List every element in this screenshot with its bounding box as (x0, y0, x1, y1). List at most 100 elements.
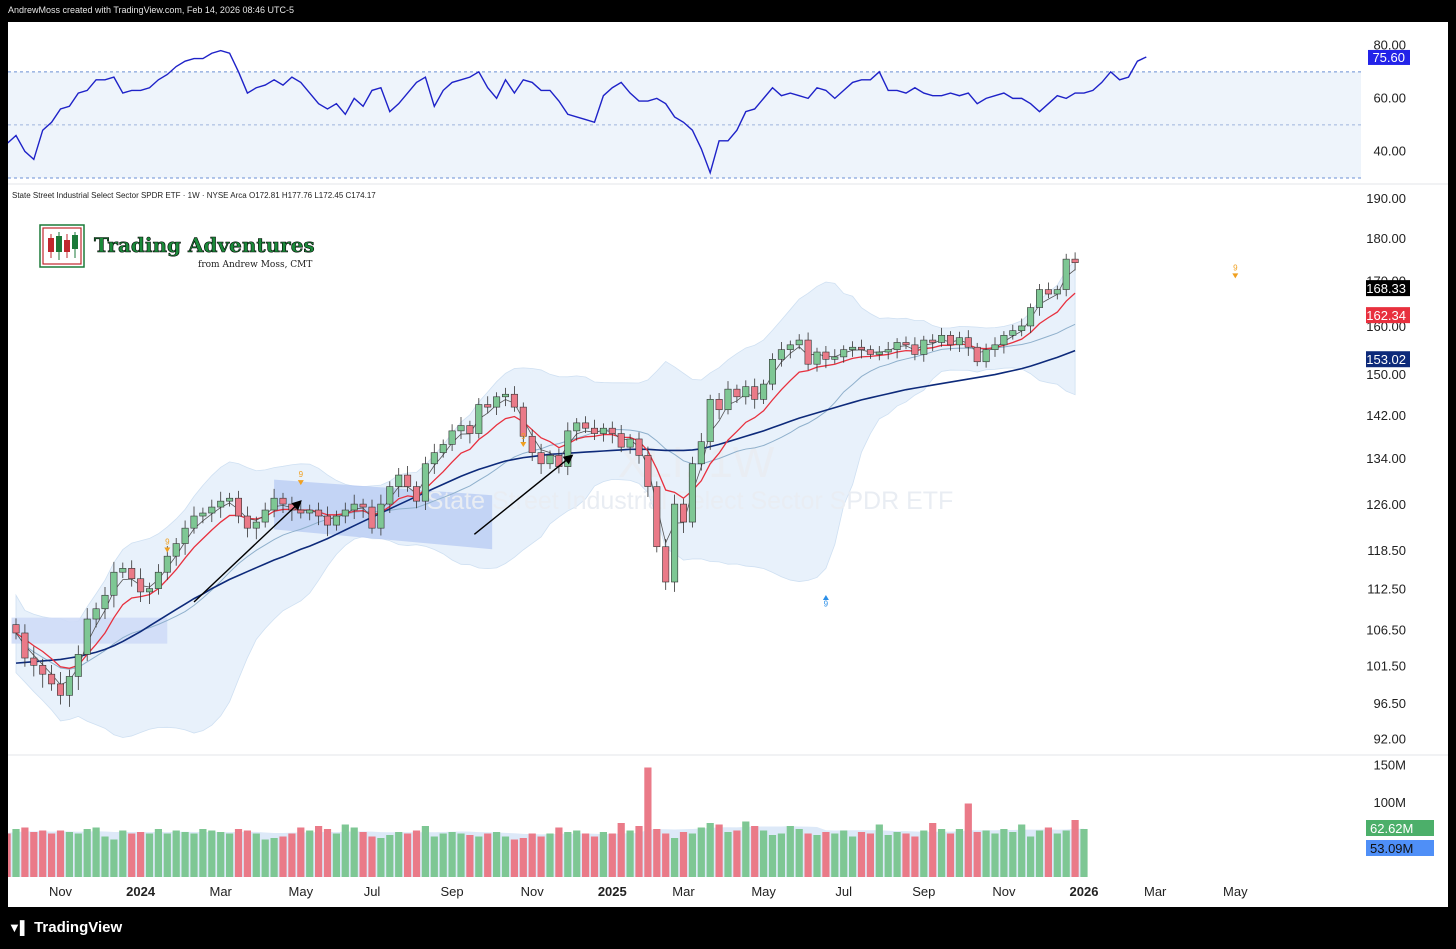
candle[interactable] (742, 380, 750, 405)
candle[interactable] (706, 394, 714, 450)
candle[interactable] (39, 658, 47, 688)
candle[interactable] (65, 669, 73, 707)
candle[interactable] (386, 481, 394, 514)
time-axis[interactable]: SepNov2024MarMayJulSepNov2025MarMayJulSe… (8, 884, 1248, 899)
candle[interactable] (1000, 331, 1008, 354)
candle[interactable] (315, 502, 323, 526)
candle[interactable] (404, 466, 412, 492)
candle[interactable] (457, 417, 465, 439)
candle[interactable] (448, 424, 456, 451)
candle[interactable] (306, 504, 314, 521)
candle[interactable] (279, 492, 287, 514)
candle[interactable] (644, 446, 652, 498)
candle[interactable] (421, 456, 429, 511)
candle[interactable] (270, 488, 278, 518)
candle[interactable] (235, 490, 243, 524)
candle[interactable] (911, 337, 919, 361)
candle[interactable] (252, 516, 260, 540)
candle[interactable] (83, 608, 91, 661)
candle[interactable] (208, 499, 216, 523)
price-pane[interactable]: XLI, 1W State Street Industrial Select S… (11, 191, 1410, 747)
candle[interactable] (688, 456, 696, 528)
candle[interactable] (1053, 285, 1061, 300)
candle[interactable] (938, 327, 946, 347)
candle[interactable] (377, 494, 385, 536)
candle[interactable] (626, 434, 634, 454)
candle[interactable] (172, 537, 180, 566)
candle[interactable] (493, 392, 501, 415)
candle[interactable] (323, 506, 331, 537)
candle[interactable] (964, 330, 972, 356)
candle[interactable] (590, 419, 598, 441)
candle[interactable] (332, 510, 340, 531)
candle[interactable] (110, 561, 118, 608)
candle[interactable] (519, 402, 527, 443)
candle[interactable] (466, 420, 474, 444)
candle[interactable] (573, 418, 581, 441)
candle[interactable] (101, 586, 109, 620)
candle[interactable] (1027, 303, 1035, 333)
candle[interactable] (946, 331, 954, 351)
candle[interactable] (190, 506, 198, 534)
candle[interactable] (1071, 252, 1079, 271)
candle[interactable] (768, 353, 776, 391)
candle[interactable] (786, 340, 794, 359)
candle[interactable] (30, 646, 38, 677)
candle[interactable] (74, 645, 82, 690)
candle[interactable] (475, 398, 483, 439)
candle[interactable] (146, 582, 154, 605)
candle[interactable] (804, 332, 812, 371)
candle[interactable] (368, 499, 376, 534)
candle[interactable] (430, 443, 438, 474)
candle[interactable] (991, 337, 999, 357)
candle[interactable] (751, 378, 759, 409)
candle[interactable] (546, 450, 554, 469)
candle[interactable] (439, 439, 447, 458)
candle[interactable] (724, 381, 732, 415)
candle[interactable] (635, 432, 643, 464)
candle[interactable] (849, 341, 857, 357)
candle[interactable] (564, 422, 572, 476)
candle[interactable] (617, 424, 625, 453)
chart-frame[interactable]: 40.00 60.00 80.00 75.60 XLI, 1W State Stree… (0, 22, 1448, 907)
candle[interactable] (226, 492, 234, 507)
candle[interactable] (528, 429, 536, 461)
candle[interactable] (501, 387, 509, 407)
candle[interactable] (884, 341, 892, 360)
candle[interactable] (857, 339, 865, 359)
candle[interactable] (341, 502, 349, 524)
candle[interactable] (350, 494, 358, 520)
candle[interactable] (929, 334, 937, 352)
candle[interactable] (154, 564, 162, 595)
candle[interactable] (395, 467, 403, 498)
candle[interactable] (181, 520, 189, 555)
candle[interactable] (484, 396, 492, 414)
candle[interactable] (982, 343, 990, 368)
candle[interactable] (671, 494, 679, 592)
candle[interactable] (679, 498, 687, 534)
candle[interactable] (1044, 282, 1052, 299)
candle[interactable] (920, 335, 928, 362)
candle[interactable] (48, 664, 56, 691)
candle[interactable] (608, 421, 616, 444)
candle[interactable] (261, 502, 269, 528)
candle[interactable] (875, 346, 883, 361)
candle[interactable] (795, 334, 803, 350)
candle[interactable] (12, 618, 20, 640)
candle[interactable] (217, 491, 225, 518)
candle[interactable] (582, 416, 590, 434)
candle[interactable] (697, 433, 705, 471)
candle[interactable] (662, 538, 670, 590)
candle[interactable] (92, 602, 100, 628)
candle[interactable] (1036, 284, 1044, 316)
candle[interactable] (822, 346, 830, 369)
volume-pane[interactable]: 100M 150M 62.62M 53.09M (0, 758, 1434, 878)
candle[interactable] (777, 341, 785, 367)
candle[interactable] (359, 498, 367, 518)
candle[interactable] (813, 347, 821, 372)
candle[interactable] (537, 443, 545, 474)
candle[interactable] (128, 560, 136, 587)
candle[interactable] (831, 349, 839, 364)
